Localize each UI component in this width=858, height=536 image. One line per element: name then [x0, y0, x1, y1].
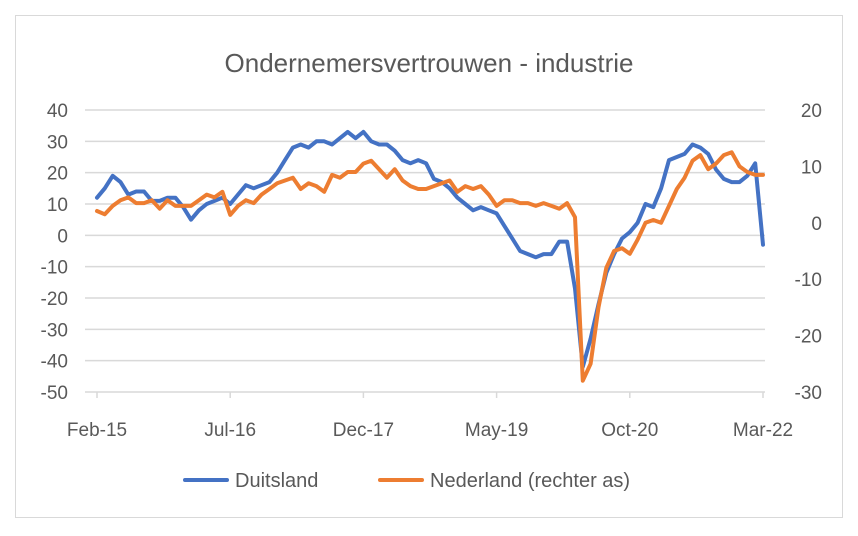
legend-label: Nederland (rechter as) [430, 470, 630, 492]
y-right-tick-label: 20 [801, 101, 822, 122]
legend: Duitsland Nederland (rechter as) [183, 470, 630, 492]
x-tick-label: Dec-17 [333, 420, 394, 441]
y-right-tick-label: -30 [795, 383, 822, 404]
y-left-tick-label: -30 [41, 320, 68, 341]
y-right-tick-label: 10 [801, 157, 822, 178]
x-tick-label: Mar-22 [733, 420, 793, 441]
x-tick-label: Jul-16 [204, 420, 256, 441]
x-tick-label: Oct-20 [601, 420, 658, 441]
y-right-tick-label: -10 [795, 270, 822, 291]
y-left-tick-label: -20 [41, 289, 68, 310]
chart-title: Ondernemersvertrouwen - industrie [225, 48, 634, 78]
y-left-tick-label: 30 [47, 132, 68, 153]
chart-card [15, 15, 843, 518]
axes: 40 30 20 10 0 -10 -20 -30 -40 -50 20 10 0 -10 -20 -30 Fe… [41, 101, 822, 441]
y-left-tick-label: 10 [47, 195, 68, 216]
y-left-tick-label: -50 [41, 383, 68, 404]
gridlines [85, 109, 765, 362]
y-right-tick-label: 0 [811, 214, 822, 235]
y-right-tick-label: -20 [795, 327, 822, 348]
y-left-tick-label: 20 [47, 164, 68, 185]
series-lines [95, 129, 765, 383]
series-line-duitsland [95, 129, 765, 369]
series-line-nederland [95, 150, 765, 383]
y-left-tick-label: 0 [57, 226, 68, 247]
x-tick-label: May-19 [465, 420, 528, 441]
y-left-tick-label: -10 [41, 258, 68, 279]
y-left-tick-label: 40 [47, 101, 68, 122]
x-tick-label: Feb-15 [67, 420, 127, 441]
y-left-tick-label: -40 [41, 352, 68, 373]
legend-label: Duitsland [235, 470, 318, 492]
